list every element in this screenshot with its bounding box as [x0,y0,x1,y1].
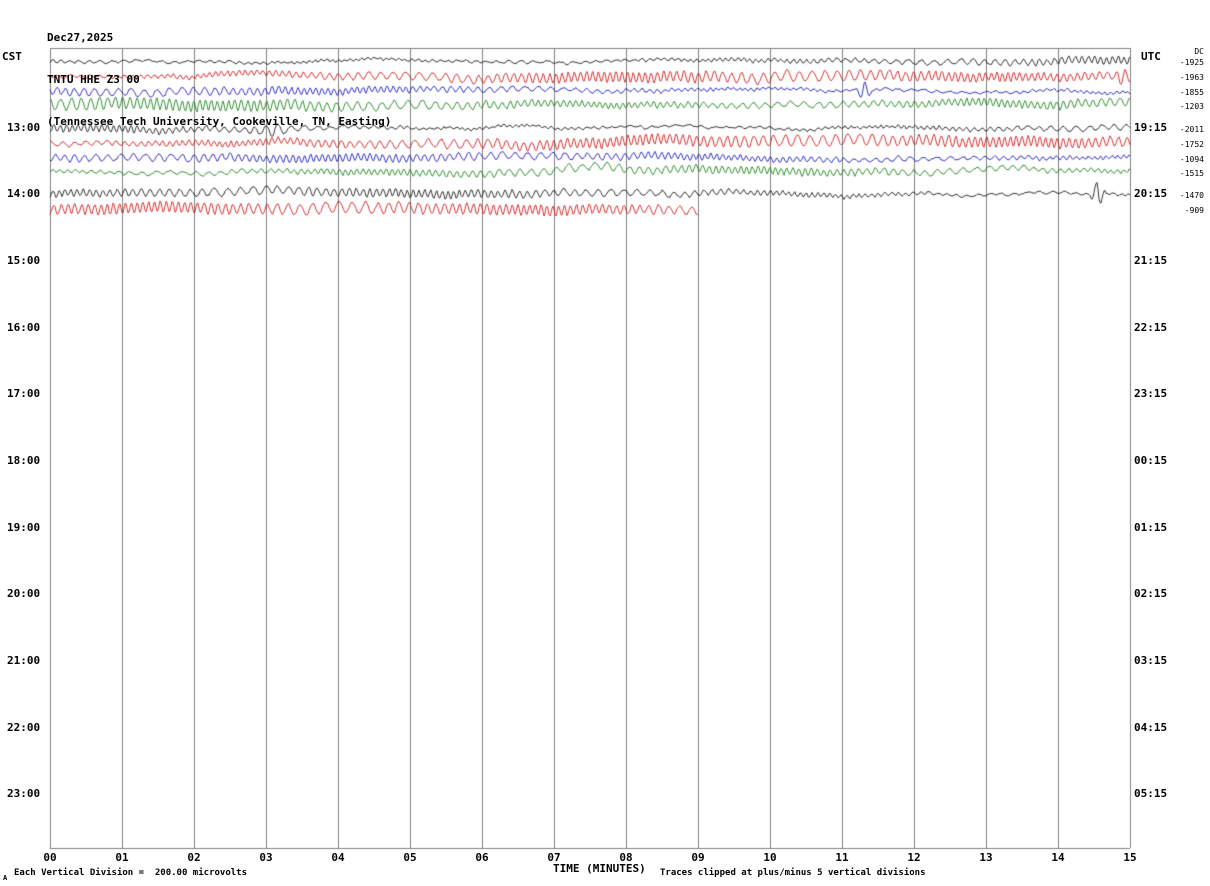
header-date: Dec27,2025 [47,31,114,44]
x-tick-label: 09 [691,851,705,864]
x-tick-label: 12 [907,851,921,864]
x-tick-label: 11 [835,851,849,864]
left-time-label: 17:00 [7,387,41,401]
right-time-label: 02:15 [1134,587,1168,601]
header-station: TNTU HHE Z3 00 [47,73,140,86]
x-tick-label: 07 [547,851,561,864]
right-time-label: 23:15 [1134,387,1168,401]
right-time-label: 03:15 [1134,654,1168,667]
right-time-label: 01:15 [1134,520,1168,534]
dc-offset-value: -1752 [1179,139,1204,149]
header-location: (Tennessee Tech University, Cookeville, … [47,115,392,128]
x-tick-label: 00 [43,851,57,864]
left-time-label: 15:00 [7,254,41,267]
right-time-label: 19:15 [1134,120,1168,134]
right-time-label: 00:15 [1134,454,1168,467]
dc-label: DC [1194,47,1204,56]
left-time-label: 13:00 [7,120,41,134]
x-tick-label: 10 [763,851,777,864]
left-time-label: 23:00 [7,787,41,801]
left-time-label: 20:00 [7,587,41,601]
right-time-label: 05:15 [1134,787,1168,801]
dc-offset-value: -1203 [1179,102,1204,111]
right-time-label: 21:15 [1134,254,1168,267]
right-time-label: 04:15 [1134,720,1168,734]
x-tick-label: 08 [619,851,633,864]
dc-offset-value: -909 [1184,206,1204,216]
x-tick-label: 13 [979,851,993,864]
x-tick-label: 15 [1123,851,1137,864]
x-tick-label: 01 [115,851,129,864]
left-time-label: 22:00 [7,720,41,734]
footer-scale-note: Each Vertical Division = 200.00 microvol… [14,868,247,878]
x-tick-label: 05 [403,851,417,864]
x-tick-label: 06 [475,851,489,864]
left-time-label: 14:00 [7,187,41,201]
x-tick-label: 14 [1051,851,1065,864]
left-time-label: 19:00 [7,520,41,534]
right-time-label: 22:15 [1134,320,1168,334]
left-time-label: 18:00 [7,454,41,467]
footer-clip-note: Traces clipped at plus/minus 5 vertical … [660,868,926,878]
dc-offset-value: -1855 [1179,88,1204,97]
footer-marker: A [3,874,8,882]
right-timezone-label: UTC [1141,50,1161,63]
dc-offset-value: -1963 [1179,73,1204,82]
right-time-label: 20:15 [1134,187,1168,201]
left-timezone-label: CST [2,50,22,63]
dc-offset-value: -1470 [1179,191,1204,201]
x-tick-label: 02 [187,851,201,864]
plot-header: Dec27,2025 TNTU HHE Z3 00 (Tennessee Tec… [47,3,391,157]
left-time-label: 21:00 [7,654,41,667]
dc-offset-value: -1515 [1179,168,1204,178]
x-tick-label: 04 [331,851,345,864]
dc-offset-value: -2011 [1179,124,1204,134]
x-tick-label: 03 [259,851,273,864]
dc-offset-value: -1094 [1179,154,1204,164]
x-axis-title: TIME (MINUTES) [553,862,646,875]
left-time-label: 16:00 [7,320,41,334]
dc-offset-value: -1925 [1179,58,1204,67]
